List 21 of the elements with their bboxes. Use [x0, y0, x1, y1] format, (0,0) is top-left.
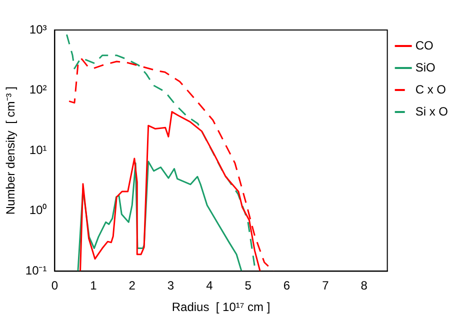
legend-label: CO — [415, 38, 434, 52]
x-tick-label: 3 — [167, 278, 174, 293]
x-axis-title: Radius [ 10¹⁷ cm ] — [172, 300, 270, 314]
legend-label: C x O — [415, 82, 446, 96]
x-tick-label: 4 — [206, 278, 214, 293]
y-axis-title: Number density [ cm⁻³ ] — [4, 86, 18, 215]
x-tick-label: 8 — [360, 278, 368, 293]
y-tick-label: 10⁰ — [29, 203, 47, 218]
y-tick-label: 10³ — [29, 22, 47, 36]
line-series — [66, 34, 256, 268]
x-tick-label: 5 — [244, 278, 252, 293]
y-tick-label: 10² — [29, 82, 47, 97]
x-tick-label: 7 — [322, 278, 330, 293]
x-tick-label: 6 — [283, 278, 290, 293]
x-tick-label: 2 — [128, 278, 136, 293]
legend-label: SiO — [415, 60, 436, 74]
y-tick-label: 10¹ — [29, 142, 47, 157]
x-tick-label: 1 — [90, 278, 98, 293]
legend-label: Si x O — [415, 104, 448, 118]
x-tick-label: 0 — [51, 278, 58, 293]
y-tick-label: 10⁻¹ — [25, 264, 47, 278]
